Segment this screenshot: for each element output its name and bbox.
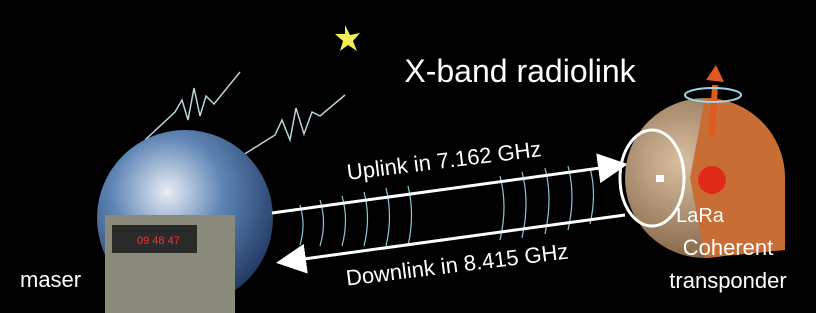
lander-line: Coherent	[683, 235, 774, 260]
page: {"title": "X-band radiolink", "links": {…	[0, 0, 816, 313]
lander	[656, 175, 664, 182]
lander-line: transponder	[669, 268, 786, 293]
mars-core	[698, 166, 726, 194]
maser-display: 09 48 47	[137, 235, 180, 247]
diagram: 09 48 47 X-band radiolink Uplink in 7.16…	[0, 0, 816, 313]
lander-name: LaRa	[676, 205, 725, 227]
spin-axis	[712, 85, 715, 135]
title: X-band radiolink	[404, 53, 636, 89]
maser-label: maser	[20, 267, 81, 292]
